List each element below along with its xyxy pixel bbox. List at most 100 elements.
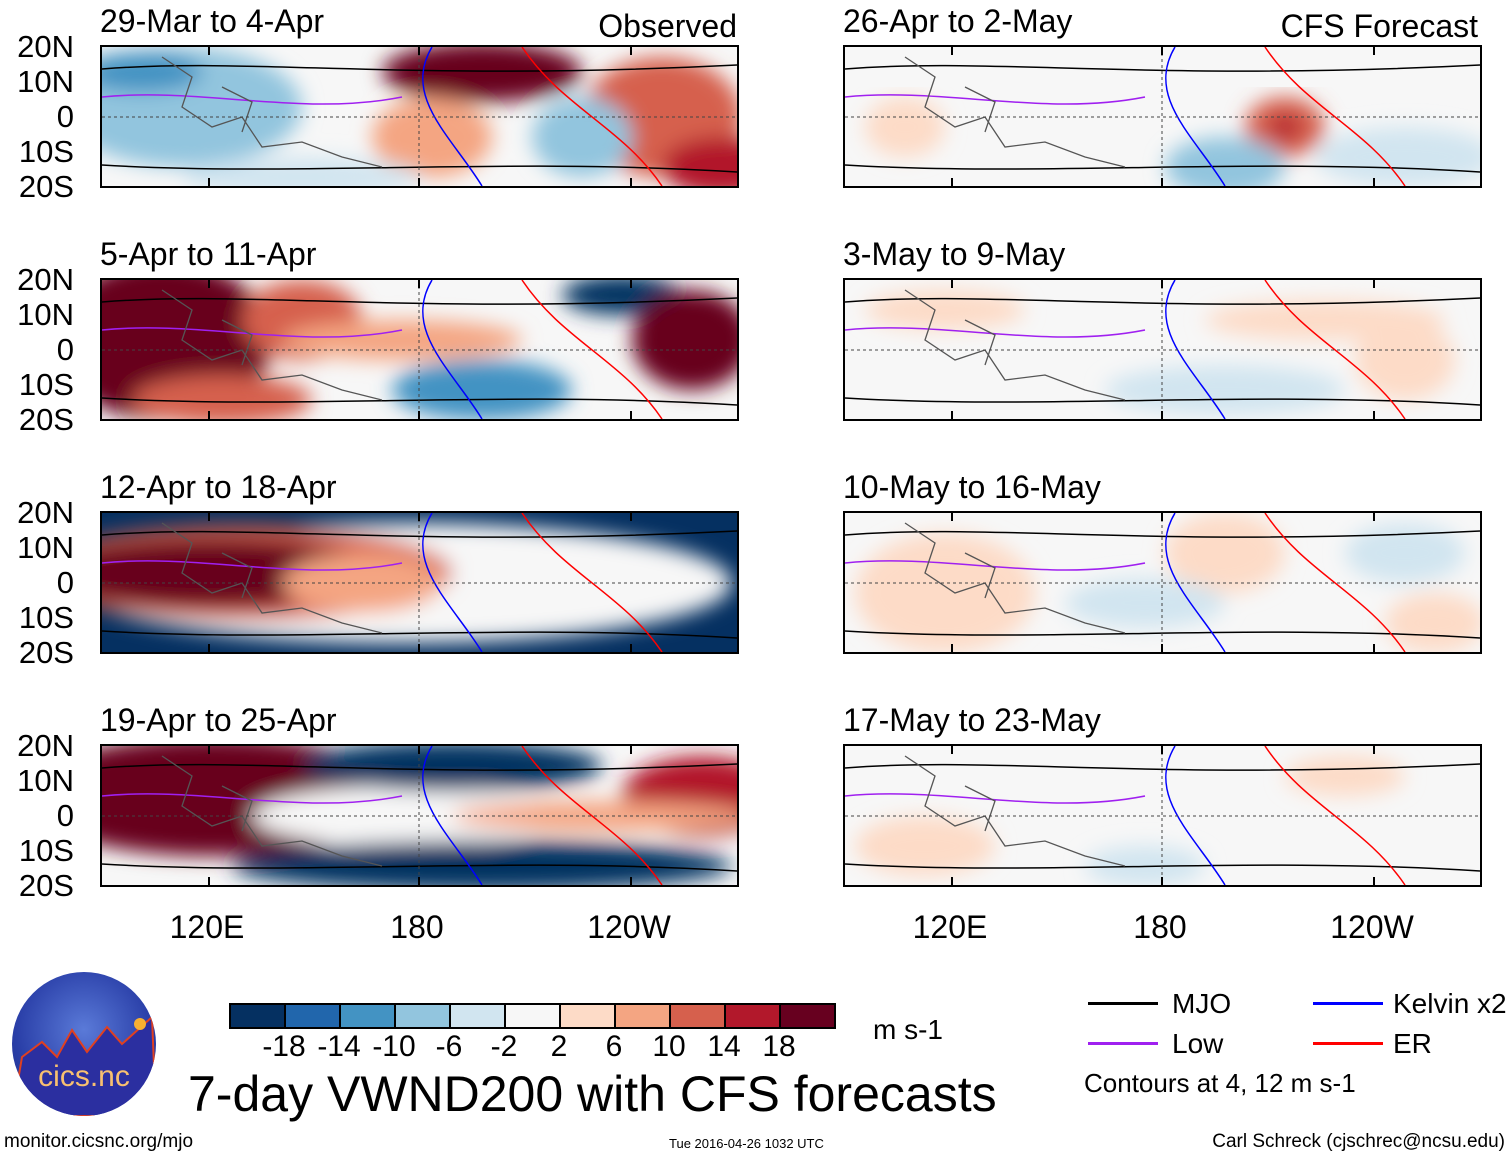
anomaly-shading [232,841,732,885]
anomaly-shading [302,746,602,791]
anomaly-shading [1105,365,1345,415]
footer-url[interactable]: monitor.cicsnc.org/mjo [4,1131,194,1152]
lat-label: 10N [17,530,74,565]
mountain-graphic [12,1014,156,1116]
anomaly-shading [1165,137,1285,186]
contour-line [845,297,1480,305]
contour-line [102,863,737,872]
colorbar-label: 6 [605,1030,623,1063]
contour-line [102,327,403,338]
contour-line [845,64,1480,72]
panel-title: 26-Apr to 2-May [843,3,1073,39]
colorbar [229,1003,836,1029]
contour-line [845,397,1480,406]
contour-line [845,793,1146,804]
anomaly-shading [392,360,572,419]
contour-line [1264,746,1406,885]
legend-line-er [1313,1042,1383,1045]
anomaly-shading [1285,756,1405,796]
lat-label: 20S [18,868,74,903]
footer-timestamp: Tue 2016-04-26 1032 UTC [669,1136,824,1151]
anomaly-shading [1165,513,1285,593]
colorbar-swatch [726,1005,781,1027]
contour-line [1264,280,1406,419]
cics-logo: cics.nc [12,972,156,1116]
anomaly-shading [632,290,737,390]
contour-line [102,630,737,639]
lat-label: 20S [18,169,74,204]
lat-label: 20S [18,402,74,437]
lat-label: 10N [17,763,74,798]
contour-line [102,297,737,305]
colorbar-swatch [561,1005,616,1027]
map-panel [843,278,1482,421]
anomaly-shading [865,290,1025,330]
lat-label: 10N [17,297,74,332]
panel-title: 17-May to 23-May [843,702,1101,738]
anomaly-shading [662,137,737,186]
footer-credit: Carl Schreck (cjschrec@ncsu.edu) [1212,1131,1505,1152]
colorbar-swatch [506,1005,561,1027]
legend-line-kelvin [1313,1002,1383,1005]
contour-line [521,746,663,885]
colorbar-swatch [341,1005,396,1027]
map-panel [843,744,1482,887]
contour-line [521,280,663,419]
map-panel [100,45,739,188]
colorbar-swatch [616,1005,671,1027]
contour-line [102,763,737,771]
colorbar-swatch [671,1005,726,1027]
colorbar-label: 14 [707,1030,741,1063]
contour-line [845,164,1480,173]
lat-label: 10S [18,367,74,402]
lon-label: 120E [912,909,988,945]
anomaly-shading [1270,115,1300,139]
observed-label: Observed [598,8,737,44]
anomaly-shading [1065,578,1225,628]
lat-label: 0 [56,332,74,367]
forecast-label: CFS Forecast [1280,8,1478,44]
lat-label: 20N [17,262,74,297]
colorbar-label: -18 [262,1030,306,1063]
lon-label: 120E [169,909,245,945]
map-panel [100,278,739,421]
contour-line [845,630,1480,639]
lat-label: 10S [18,600,74,635]
colorbar-label: -2 [490,1030,518,1063]
contour-line [102,793,403,804]
colorbar-units: m s-1 [873,1014,943,1045]
anomaly-shading [382,47,582,102]
colorbar-swatch [231,1005,286,1027]
logo-text: cics.nc [38,1060,130,1093]
anomaly-shading [1345,523,1465,583]
contour-line [102,397,737,406]
anomaly-shading [182,157,422,186]
legend-line-low [1088,1042,1158,1045]
colorbar-label: 18 [762,1030,796,1063]
lat-label: 20N [17,728,74,763]
panel-title: 29-Mar to 4-Apr [100,3,325,39]
lat-label: 0 [56,99,74,134]
colorbar-swatch [451,1005,506,1027]
figure-title: 7-day VWND200 with CFS forecasts [188,1066,997,1122]
contour-line [102,164,737,173]
lon-label: 120W [1330,909,1414,945]
colorbar-swatch [781,1005,834,1027]
colorbar-label: -10 [372,1030,416,1063]
map-panel [843,511,1482,654]
anomaly-shading [132,375,312,419]
anomaly-shading [865,97,945,157]
contour-line [102,530,737,538]
lat-label: 0 [56,565,74,600]
colorbar-swatch [286,1005,341,1027]
anomaly-shading [855,816,995,876]
lon-label: 120W [587,909,671,945]
colorbar-label: 2 [550,1030,568,1063]
colorbar-label: 10 [652,1030,686,1063]
panel-title: 19-Apr to 25-Apr [100,702,337,738]
legend-er: ER [1393,1028,1432,1059]
anomaly-shading [1355,320,1455,400]
contour-line [845,863,1480,872]
map-panel [100,744,739,887]
contour-line [102,560,403,571]
